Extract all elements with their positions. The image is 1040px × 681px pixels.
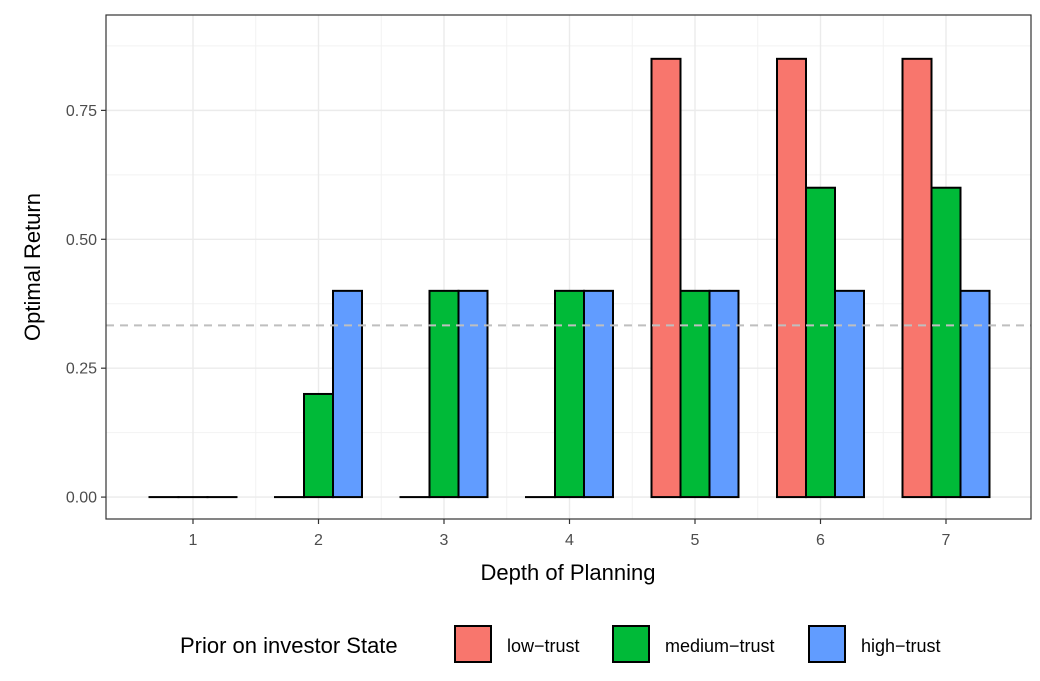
legend-key-lowtrust [454, 625, 492, 663]
bar-lowtrust-7 [901, 57, 933, 499]
bar-hightrust-4 [583, 289, 614, 499]
bar-lowtrust-6 [776, 57, 807, 499]
plot-border [105, 14, 1032, 520]
x-tick-label: 1 [189, 532, 198, 549]
y-axis-title: Optimal Return [20, 193, 45, 341]
bar-mediumtrust-2 [303, 392, 334, 499]
x-tick-label: 6 [816, 532, 825, 549]
legend: Prior on investor State low−trust medium−… [180, 625, 941, 663]
y-axis-ticks: 0.00 0.25 0.50 0.75 [66, 103, 106, 507]
x-tick-label: 2 [314, 532, 323, 549]
bar-hightrust-7 [959, 289, 991, 499]
x-axis-title: Depth of Planning [481, 560, 656, 585]
bar-lowtrust-5 [650, 57, 682, 499]
bar-mediumtrust-3 [428, 289, 460, 499]
x-tick-label: 4 [565, 532, 574, 549]
legend-label: high−trust [861, 636, 941, 656]
bar-hightrust-3 [457, 289, 489, 499]
x-axis-ticks: 1 2 3 4 5 6 7 [189, 519, 951, 549]
legend-key-mediumtrust [612, 625, 650, 663]
legend-key-hightrust [808, 625, 846, 663]
bar-mediumtrust-6 [805, 186, 836, 499]
y-tick-label: 0.00 [66, 490, 97, 507]
bar-mediumtrust-4 [554, 289, 585, 499]
bar-hightrust-2 [332, 289, 363, 499]
y-tick-label: 0.50 [66, 232, 97, 249]
x-tick-label: 7 [942, 532, 951, 549]
legend-label: low−trust [507, 636, 580, 656]
y-tick-label: 0.75 [66, 103, 97, 120]
legend-label: medium−trust [665, 636, 775, 656]
bar-hightrust-5 [708, 289, 740, 499]
bar-mediumtrust-7 [930, 186, 962, 499]
legend-title: Prior on investor State [180, 633, 398, 658]
x-tick-label: 3 [440, 532, 449, 549]
x-tick-label: 5 [691, 532, 700, 549]
bar-hightrust-6 [834, 289, 865, 499]
y-tick-label: 0.25 [66, 361, 97, 378]
bar-mediumtrust-5 [679, 289, 711, 499]
